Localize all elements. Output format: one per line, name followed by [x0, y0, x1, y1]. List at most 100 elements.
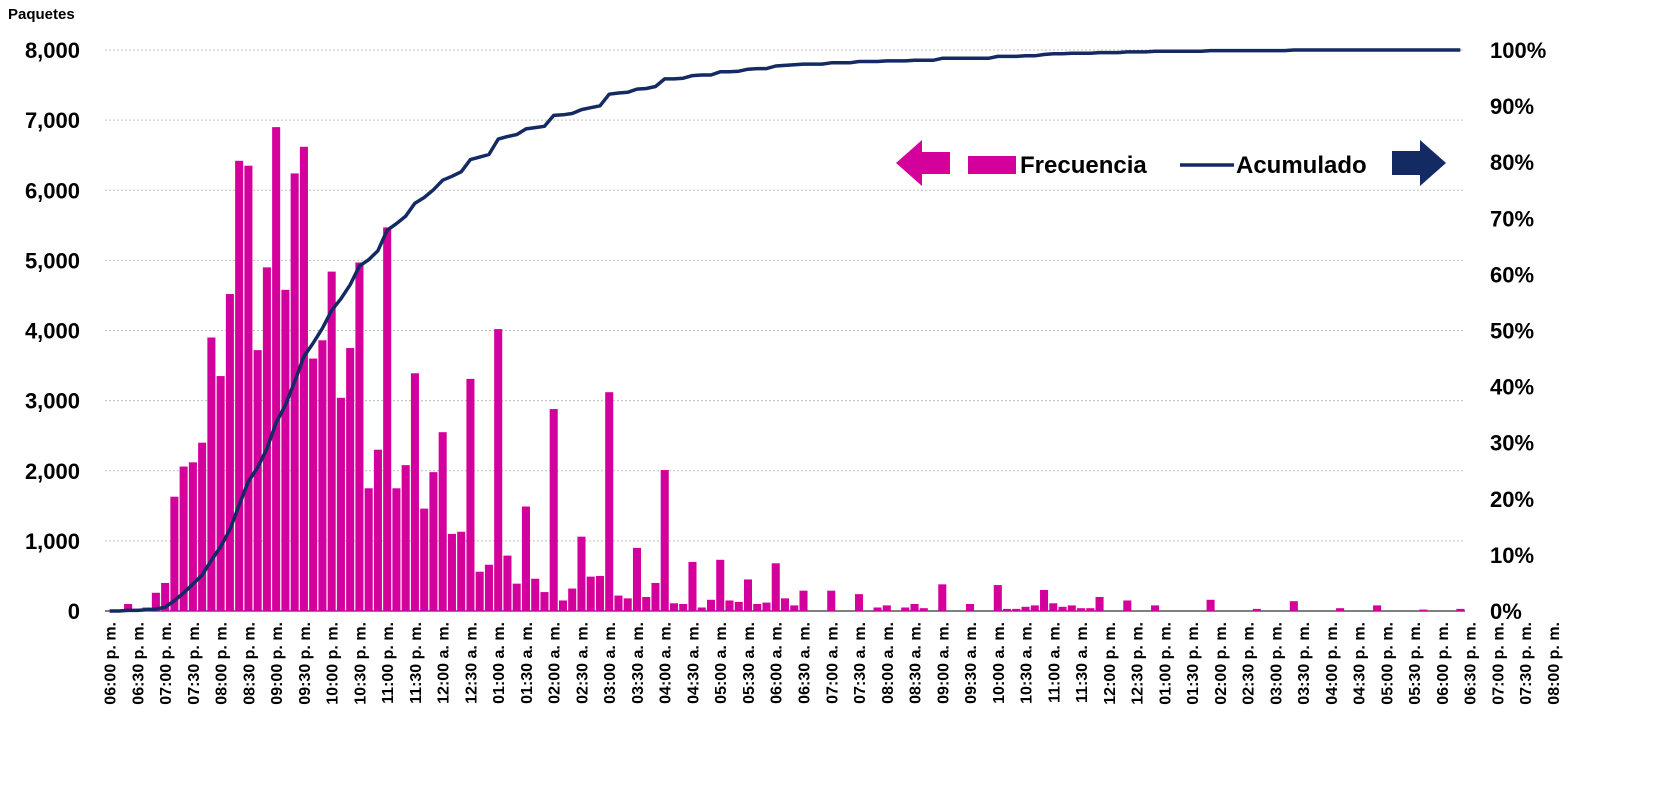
- frequency-bar: [429, 472, 438, 611]
- right-arrow-icon: [1392, 140, 1446, 186]
- x-tick-label: 03:30 p. m.: [1296, 622, 1313, 705]
- x-tick-label: 07:00 p. m.: [158, 622, 175, 705]
- frequency-bar: [410, 373, 419, 611]
- x-tick-label: 02:00 a. m.: [547, 622, 564, 704]
- frequency-bar: [420, 508, 429, 611]
- frequency-bar: [780, 598, 790, 611]
- x-tick-label: 04:30 p. m.: [1352, 622, 1369, 705]
- frequency-bar: [318, 340, 327, 611]
- x-tick-label: 04:30 a. m.: [685, 622, 702, 704]
- frequency-bar: [290, 173, 299, 612]
- frequency-bar: [1030, 605, 1039, 611]
- frequency-bar: [762, 602, 771, 611]
- frequency-bar: [605, 392, 614, 611]
- x-tick-label: 01:30 a. m.: [519, 622, 536, 704]
- y-left-tick-label: 1,000: [25, 529, 80, 554]
- x-tick-label: 11:00 a. m.: [1046, 622, 1063, 703]
- x-tick-label: 10:00 a. m.: [991, 622, 1008, 704]
- x-tick-label: 02:30 a. m.: [574, 622, 591, 704]
- legend-swatch-frecuencia: [968, 156, 1016, 174]
- x-tick-label: 06:30 a. m.: [797, 622, 814, 704]
- x-tick-label: 10:30 p. m.: [352, 622, 369, 705]
- cumulative-line-path: [109, 48, 1461, 613]
- frequency-bar: [632, 547, 641, 611]
- frequency-bar: [660, 470, 669, 611]
- x-tick-label: 12:30 a. m.: [463, 622, 480, 704]
- frequency-bar: [503, 555, 512, 611]
- frequency-bar: [327, 271, 336, 611]
- x-tick-label: 08:30 a. m.: [908, 622, 925, 704]
- x-tick-label: 09:30 p. m.: [297, 622, 314, 705]
- frequency-bar: [373, 449, 382, 611]
- x-tick-label: 06:30 p. m.: [1463, 622, 1480, 705]
- x-tick-label: 06:00 a. m.: [769, 622, 786, 704]
- y-right-tick-label: 50%: [1490, 319, 1534, 344]
- frequency-bar: [151, 592, 160, 611]
- frequency-bar: [262, 267, 271, 611]
- frequency-bar: [854, 594, 864, 611]
- frequency-bar: [383, 227, 392, 611]
- frequency-bar: [1151, 605, 1160, 611]
- frequency-bar: [466, 378, 475, 611]
- x-tick-label: 03:30 a. m.: [630, 622, 647, 704]
- frequency-bar: [1021, 606, 1030, 611]
- frequency-bar: [336, 397, 345, 611]
- y-left-tick-label: 6,000: [25, 178, 80, 203]
- frequency-bar: [734, 601, 743, 611]
- frequency-bar: [207, 337, 216, 611]
- frequency-bar: [475, 571, 484, 611]
- y-right-tick-label: 80%: [1490, 150, 1534, 175]
- x-tick-label: 08:00 p. m.: [214, 622, 231, 705]
- frequency-bar: [873, 607, 882, 611]
- x-tick-label: 03:00 a. m.: [602, 622, 619, 704]
- frequency-bar: [253, 350, 262, 611]
- frequency-bar: [697, 607, 706, 611]
- frequency-bar: [484, 564, 493, 611]
- frequency-bar: [651, 582, 660, 611]
- x-tick-label: 02:30 p. m.: [1241, 622, 1258, 705]
- x-tick-label: 05:30 p. m.: [1407, 622, 1424, 705]
- frequency-bar: [1419, 609, 1428, 611]
- frequency-bar: [1058, 606, 1067, 611]
- frequency-bar: [1289, 601, 1298, 611]
- frequency-bar: [281, 289, 290, 611]
- x-tick-label: 11:30 a. m.: [1074, 622, 1091, 703]
- frequency-bar: [901, 607, 910, 611]
- x-tick-label: 11:30 p. m.: [408, 622, 425, 704]
- legend-label-frecuencia: Frecuencia: [1020, 152, 1147, 179]
- frequency-bar: [540, 592, 549, 611]
- cumulative-line: [109, 48, 1461, 613]
- y-right-tick-label: 30%: [1490, 431, 1534, 456]
- frequency-bar: [614, 595, 623, 611]
- frequency-bar: [753, 603, 762, 611]
- frequency-bar: [568, 588, 577, 611]
- y-right-tick-label: 70%: [1490, 206, 1534, 231]
- x-tick-label: 04:00 p. m.: [1324, 622, 1341, 705]
- frequency-bar: [790, 605, 799, 611]
- frequency-bar: [910, 603, 919, 611]
- x-tick-label: 07:30 a. m.: [852, 622, 869, 704]
- left-y-axis: 0 1,000 2,000 3,000 4,000 5,000 6,000 7,000 8,00…: [25, 38, 80, 624]
- frequency-bar: [1336, 608, 1345, 611]
- frequency-bar: [299, 146, 308, 611]
- frequency-bar: [623, 598, 632, 611]
- frequency-bar: [457, 531, 466, 611]
- frequency-bar: [124, 603, 133, 611]
- x-tick-label: 09:00 a. m.: [935, 622, 952, 704]
- frequency-bar: [447, 533, 456, 611]
- frequency-bar: [549, 409, 558, 611]
- x-tick-label: 01:00 p. m.: [1157, 622, 1174, 705]
- x-tick-label: 06:00 p. m.: [103, 622, 120, 705]
- frequency-bar: [679, 603, 688, 611]
- y-right-tick-label: 20%: [1490, 487, 1534, 512]
- frequency-bar: [225, 294, 234, 611]
- frequency-bar: [531, 578, 540, 611]
- x-tick-label: 10:30 a. m.: [1019, 622, 1036, 704]
- x-tick-label: 01:00 a. m.: [491, 622, 508, 704]
- left-arrow-icon: [896, 140, 950, 186]
- frequency-bar: [1252, 608, 1261, 611]
- y-left-tick-label: 3,000: [25, 389, 80, 414]
- frequency-bar: [272, 127, 281, 611]
- frequency-bar: [494, 329, 503, 611]
- frequency-bar: [743, 579, 753, 611]
